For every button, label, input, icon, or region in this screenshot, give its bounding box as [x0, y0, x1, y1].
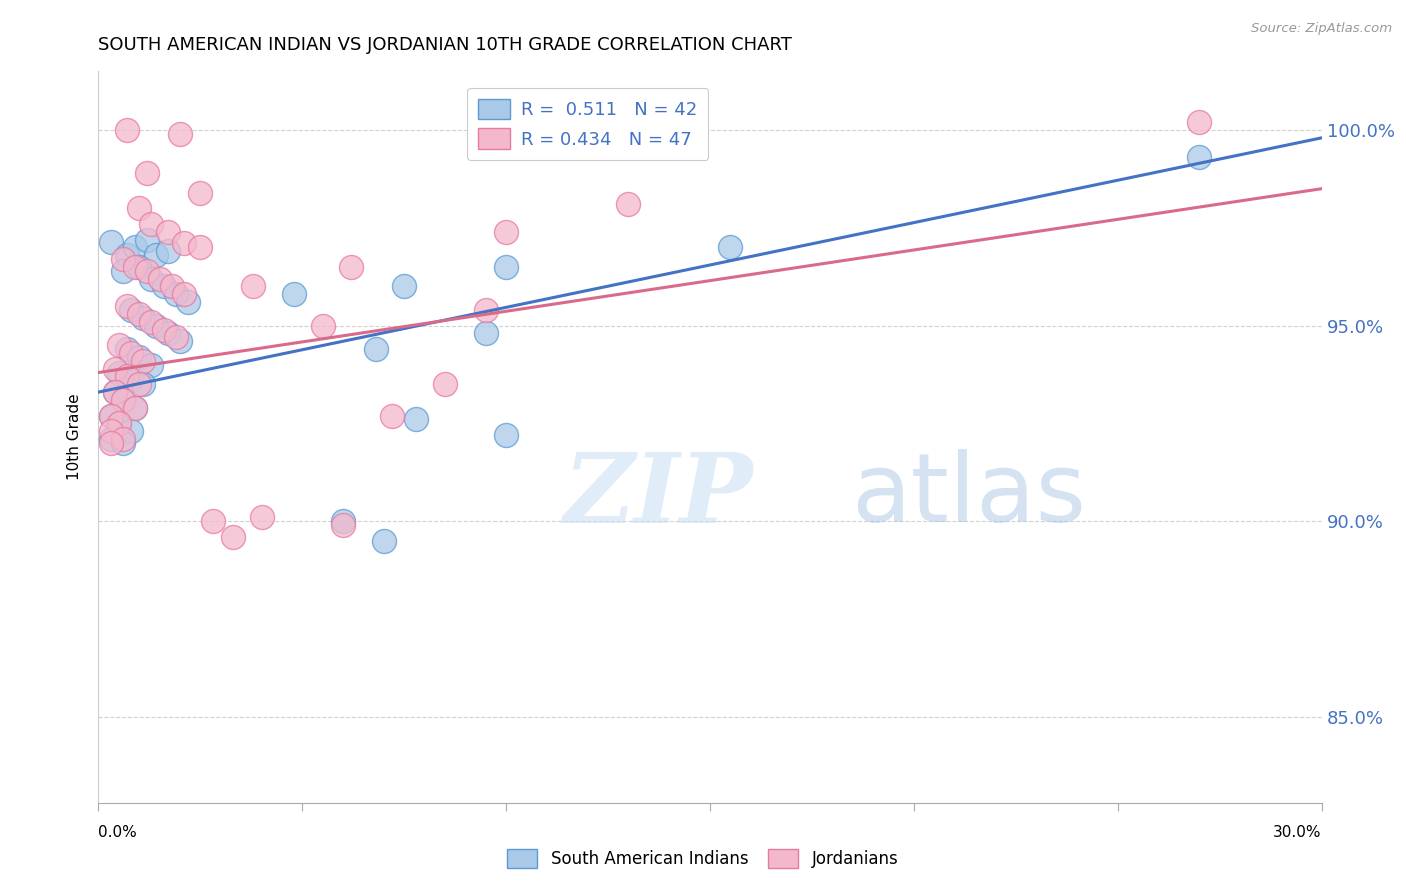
- Point: [169, 127, 191, 141]
- Point: [111, 252, 134, 266]
- Point: [124, 401, 146, 415]
- Point: [108, 338, 131, 352]
- Text: atlas: atlas: [851, 449, 1085, 542]
- Point: [332, 514, 354, 528]
- Point: [115, 248, 138, 262]
- Point: [188, 186, 212, 200]
- Point: [120, 302, 142, 317]
- Point: [169, 334, 191, 349]
- Point: [124, 240, 146, 254]
- Point: [108, 417, 131, 431]
- Point: [160, 279, 183, 293]
- Point: [115, 299, 138, 313]
- Point: [108, 366, 131, 380]
- Point: [145, 318, 167, 333]
- Point: [128, 307, 150, 321]
- Point: [100, 432, 122, 446]
- Point: [381, 409, 404, 423]
- Point: [156, 244, 179, 259]
- Point: [495, 260, 517, 274]
- Point: [136, 166, 159, 180]
- Point: [165, 330, 187, 344]
- Point: [720, 240, 742, 254]
- Text: ZIP: ZIP: [564, 449, 752, 542]
- Point: [1188, 150, 1211, 164]
- Point: [332, 518, 354, 533]
- Point: [495, 225, 517, 239]
- Legend: South American Indians, Jordanians: South American Indians, Jordanians: [501, 842, 905, 875]
- Point: [111, 392, 134, 407]
- Point: [617, 197, 640, 211]
- Point: [111, 436, 134, 450]
- Point: [373, 533, 395, 548]
- Point: [149, 271, 172, 285]
- Point: [201, 514, 224, 528]
- Point: [173, 236, 195, 251]
- Point: [115, 369, 138, 384]
- Point: [250, 510, 273, 524]
- Point: [111, 432, 134, 446]
- Point: [104, 361, 127, 376]
- Point: [474, 302, 498, 317]
- Point: [152, 322, 174, 336]
- Point: [111, 392, 134, 407]
- Text: Source: ZipAtlas.com: Source: ZipAtlas.com: [1251, 22, 1392, 36]
- Y-axis label: 10th Grade: 10th Grade: [67, 393, 83, 481]
- Point: [364, 342, 387, 356]
- Point: [100, 235, 122, 249]
- Point: [136, 233, 159, 247]
- Point: [283, 287, 305, 301]
- Point: [115, 123, 138, 137]
- Point: [132, 353, 155, 368]
- Point: [100, 424, 122, 438]
- Point: [434, 377, 457, 392]
- Point: [312, 318, 335, 333]
- Point: [188, 240, 212, 254]
- Point: [141, 217, 163, 231]
- Point: [145, 248, 167, 262]
- Point: [242, 279, 264, 293]
- Point: [128, 201, 150, 215]
- Point: [100, 409, 122, 423]
- Point: [115, 342, 138, 356]
- Point: [120, 346, 142, 360]
- Point: [128, 260, 150, 274]
- Point: [152, 279, 174, 293]
- Point: [124, 260, 146, 274]
- Point: [124, 401, 146, 415]
- Point: [405, 412, 427, 426]
- Point: [141, 358, 163, 372]
- Point: [141, 271, 163, 285]
- Point: [132, 377, 155, 392]
- Text: 30.0%: 30.0%: [1274, 825, 1322, 840]
- Point: [1188, 115, 1211, 129]
- Point: [128, 350, 150, 364]
- Point: [100, 409, 122, 423]
- Point: [111, 264, 134, 278]
- Point: [474, 326, 498, 341]
- Point: [141, 315, 163, 329]
- Point: [104, 385, 127, 400]
- Point: [120, 373, 142, 387]
- Point: [132, 310, 155, 325]
- Point: [495, 428, 517, 442]
- Point: [136, 264, 159, 278]
- Point: [177, 295, 200, 310]
- Point: [392, 279, 416, 293]
- Point: [128, 377, 150, 392]
- Point: [156, 326, 179, 341]
- Point: [120, 424, 142, 438]
- Legend: R =  0.511   N = 42, R = 0.434   N = 47: R = 0.511 N = 42, R = 0.434 N = 47: [467, 87, 709, 160]
- Point: [173, 287, 195, 301]
- Point: [108, 417, 131, 431]
- Point: [156, 225, 179, 239]
- Text: 0.0%: 0.0%: [98, 825, 138, 840]
- Text: SOUTH AMERICAN INDIAN VS JORDANIAN 10TH GRADE CORRELATION CHART: SOUTH AMERICAN INDIAN VS JORDANIAN 10TH …: [98, 36, 793, 54]
- Point: [165, 287, 187, 301]
- Point: [100, 436, 122, 450]
- Point: [340, 260, 363, 274]
- Point: [104, 385, 127, 400]
- Point: [222, 530, 245, 544]
